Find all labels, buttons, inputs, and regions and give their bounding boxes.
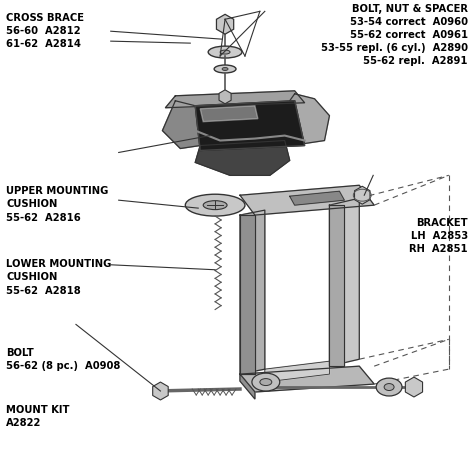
Ellipse shape [203, 201, 227, 210]
Polygon shape [219, 90, 231, 104]
Polygon shape [329, 205, 345, 366]
Ellipse shape [260, 379, 272, 386]
Ellipse shape [252, 373, 280, 391]
Polygon shape [165, 91, 305, 108]
Text: BRACKET
LH  A2853
RH  A2851: BRACKET LH A2853 RH A2851 [409, 218, 468, 254]
Text: CROSS BRACE
56-60  A2812
61-62  A2814: CROSS BRACE 56-60 A2812 61-62 A2814 [6, 13, 84, 49]
Polygon shape [240, 374, 255, 399]
Polygon shape [290, 191, 345, 205]
Text: LOWER MOUNTING
CUSHION
55-62  A2818: LOWER MOUNTING CUSHION 55-62 A2818 [6, 259, 111, 296]
Text: MOUNT KIT
A2822: MOUNT KIT A2822 [6, 405, 70, 428]
Polygon shape [355, 186, 370, 204]
Polygon shape [329, 198, 359, 366]
Ellipse shape [208, 46, 242, 58]
Polygon shape [240, 215, 255, 374]
Polygon shape [405, 377, 422, 397]
Ellipse shape [185, 194, 245, 216]
Text: BOLT
56-62 (8 pc.)  A0908: BOLT 56-62 (8 pc.) A0908 [6, 348, 120, 371]
Ellipse shape [376, 378, 402, 396]
Text: BOLT, NUT & SPACER
53-54 correct  A0960
55-62 correct  A0961
53-55 repl. (6 cyl.: BOLT, NUT & SPACER 53-54 correct A0960 5… [321, 4, 468, 67]
Ellipse shape [220, 50, 230, 54]
Polygon shape [265, 361, 329, 382]
Ellipse shape [214, 65, 236, 73]
Polygon shape [195, 101, 305, 151]
Polygon shape [290, 94, 329, 144]
Polygon shape [217, 14, 234, 34]
Polygon shape [200, 106, 258, 122]
Polygon shape [240, 366, 374, 392]
Polygon shape [163, 101, 205, 149]
Ellipse shape [384, 384, 394, 391]
Polygon shape [240, 210, 265, 374]
Polygon shape [195, 140, 290, 175]
Polygon shape [153, 382, 168, 400]
Text: UPPER MOUNTING
CUSHION
55-62  A2816: UPPER MOUNTING CUSHION 55-62 A2816 [6, 186, 109, 223]
Polygon shape [240, 185, 374, 215]
Ellipse shape [222, 67, 228, 71]
